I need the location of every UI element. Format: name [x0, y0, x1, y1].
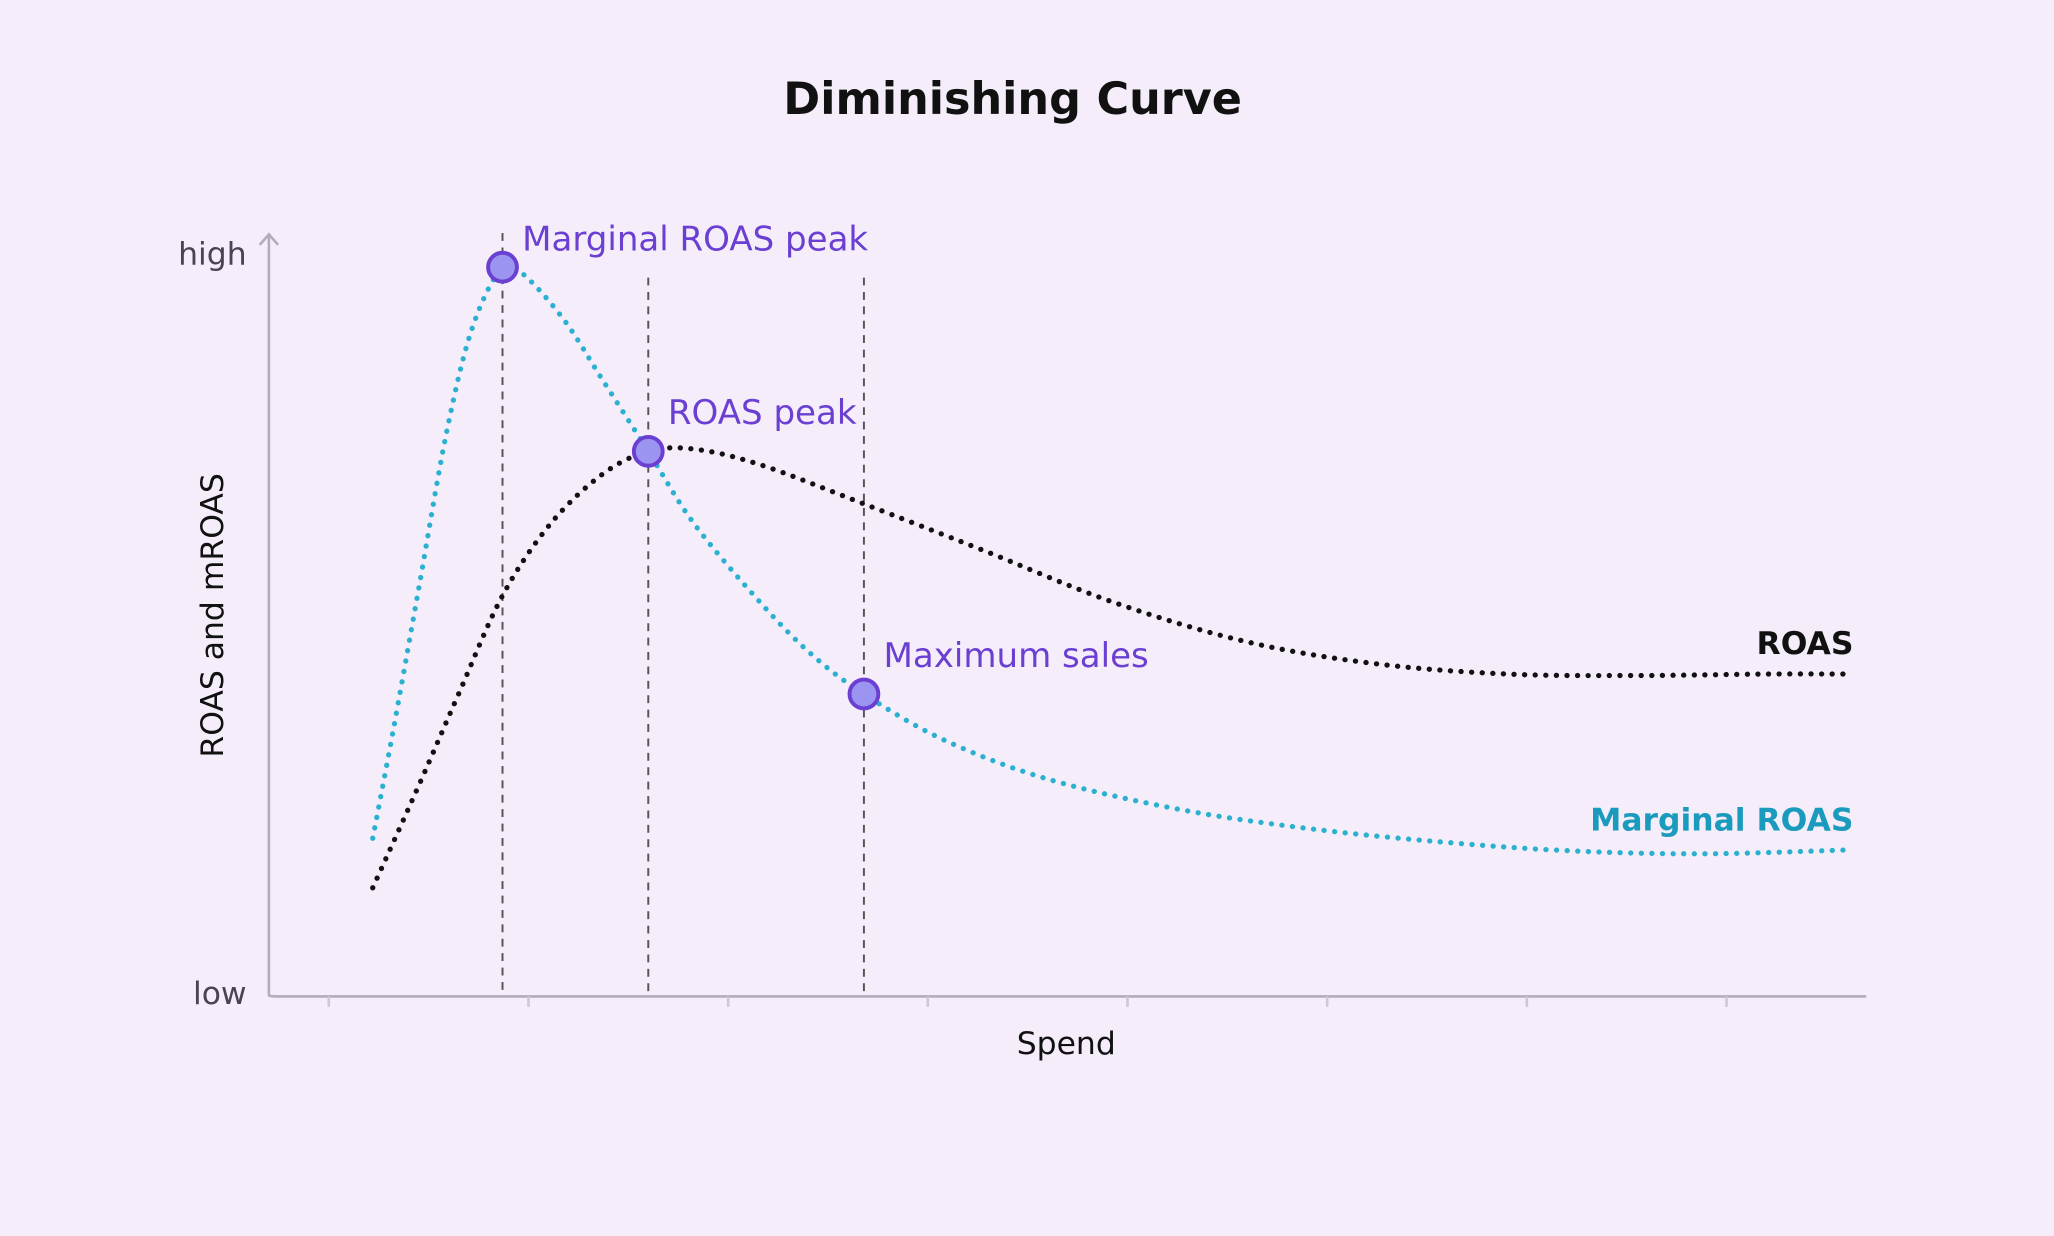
annotation-marker	[847, 677, 881, 711]
annotation-label: Maximum sales	[884, 636, 1149, 676]
y-tick-label: high	[178, 236, 246, 272]
series-label: Marginal ROAS	[1590, 802, 1853, 838]
axes	[258, 232, 1867, 998]
annotation-marker	[486, 250, 519, 284]
y-tick-label: low	[193, 976, 247, 1012]
x-axis-label: Spend	[1017, 1026, 1116, 1062]
series-label: ROAS	[1757, 626, 1854, 662]
chart-title: Diminishing Curve	[783, 74, 1242, 125]
y-axis-label: ROAS and mROAS	[195, 473, 231, 757]
annotation-label: Marginal ROAS peak	[522, 219, 868, 259]
annotation-marker	[631, 434, 665, 468]
annotation-label: ROAS peak	[668, 393, 857, 433]
